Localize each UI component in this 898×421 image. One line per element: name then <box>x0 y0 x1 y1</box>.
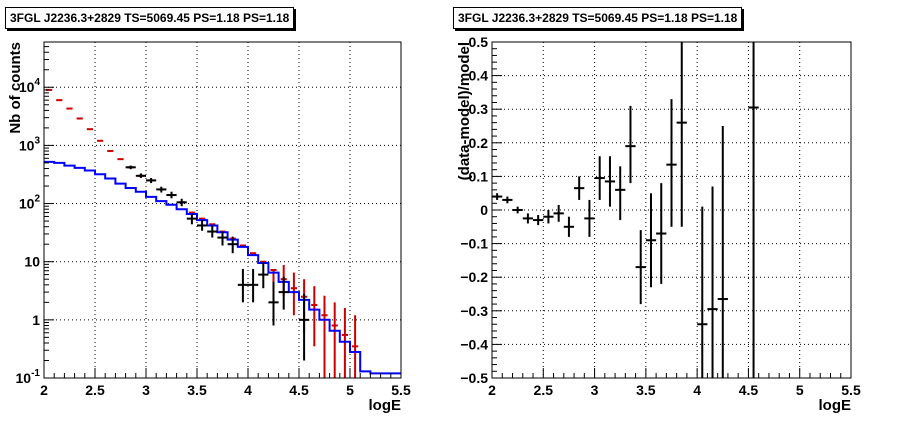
left-y-tick-label: 104 <box>19 77 41 95</box>
right-y-axis-label: (data-model)/model <box>456 42 473 180</box>
left-y-tick-label: 102 <box>19 194 41 212</box>
left-x-tick-label: 4 <box>244 382 252 398</box>
left-x-tick-label: 5.5 <box>391 382 411 398</box>
right-x-axis-label: logE <box>819 397 852 414</box>
right-y-tick-label: −0.1 <box>460 236 488 252</box>
right-y-tick-label: −0.3 <box>460 303 488 319</box>
right-x-tick-label: 2.5 <box>534 382 554 398</box>
left-frame <box>43 41 402 379</box>
left-chart-title: 3FGL J2236.3+2829 TS=5069.45 PS=1.18 PS=… <box>5 7 295 29</box>
left-y-axis-label: Nb of counts <box>7 42 24 134</box>
right-y-tick-label: −0.4 <box>460 336 488 352</box>
right-x-tick-label: 4 <box>693 382 701 398</box>
left-x-tick-label: 3.5 <box>187 382 207 398</box>
right-y-tick-label: 0.4 <box>469 68 489 84</box>
counts-panel: 2 2.5 3 3.5 4 4.5 5 5.5 10-1 1 10 102 103 104 logE Nb o… <box>7 41 411 414</box>
left-model-line <box>44 160 401 375</box>
right-y-tick-label: 0.2 <box>469 135 489 151</box>
right-x-tick-label: 2 <box>488 382 496 398</box>
left-y-tick-label: 10 <box>24 254 40 270</box>
residuals-panel: 2 2.5 3 3.5 4 4.5 5 5.5 −0.5 −0.4 −0.3 −0.2 −0.1 0 0.1… <box>456 34 861 414</box>
left-x-tick-label: 3 <box>142 382 150 398</box>
left-y-tick-label: 10-1 <box>16 368 41 386</box>
left-x-axis-label: logE <box>369 397 402 414</box>
left-x-tick-label: 4.5 <box>289 382 309 398</box>
left-y-tick-label: 103 <box>19 135 41 153</box>
right-chart-title: 3FGL J2236.3+2829 TS=5069.45 PS=1.18 PS=… <box>453 7 743 29</box>
right-x-tick-label: 3.5 <box>636 382 656 398</box>
left-x-tick-label: 2 <box>40 382 48 398</box>
right-x-tick-label: 3 <box>591 382 599 398</box>
right-y-tick-label: −0.5 <box>460 370 488 386</box>
right-x-tick-label: 5.5 <box>841 382 861 398</box>
left-x-tick-label: 2.5 <box>85 382 105 398</box>
right-y-tick-label: 0.1 <box>469 168 489 184</box>
right-y-tick-label: 0.3 <box>469 101 489 117</box>
right-y-tick-label: 0 <box>480 202 488 218</box>
right-x-tick-label: 5 <box>796 382 804 398</box>
right-x-tick-label: 4.5 <box>739 382 759 398</box>
left-x-tick-label: 5 <box>346 382 354 398</box>
right-y-tick-label: −0.2 <box>460 269 488 285</box>
right-y-tick-label: 0.5 <box>469 34 489 50</box>
left-y-tick-label: 1 <box>32 312 40 328</box>
